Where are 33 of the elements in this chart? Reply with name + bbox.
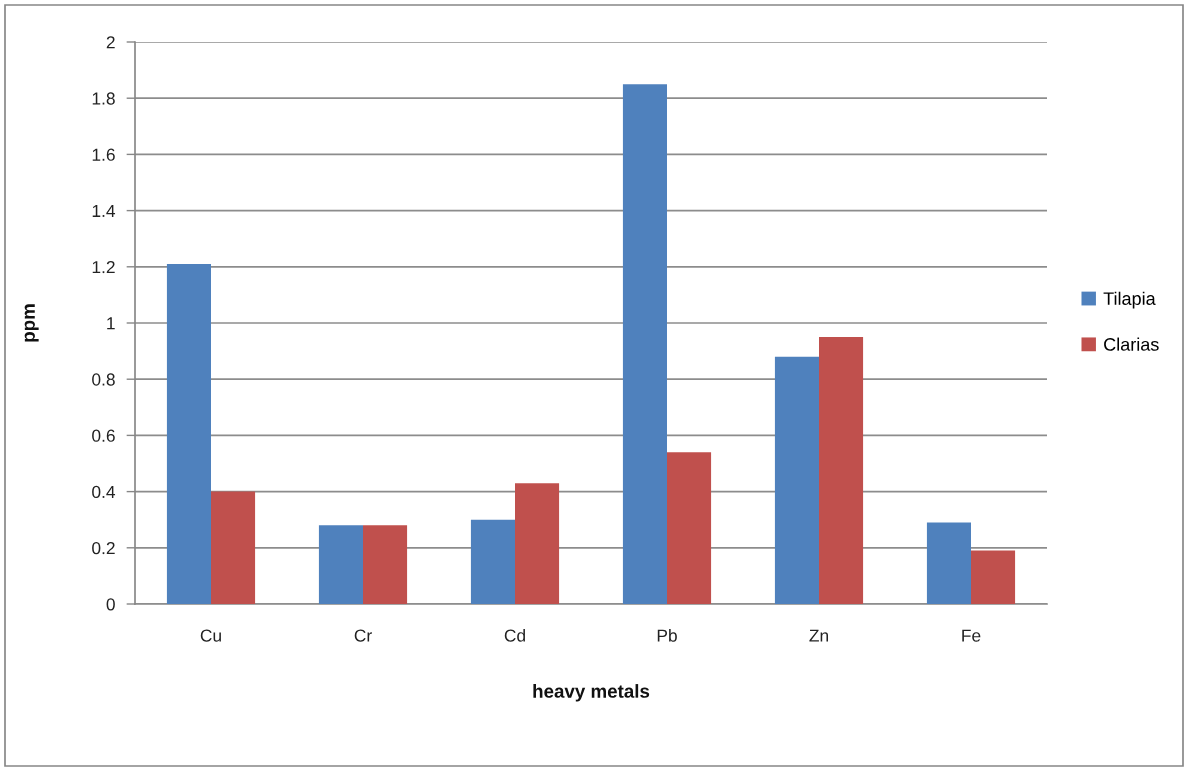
x-tick-label: Cu	[200, 629, 221, 642]
x-tick-label: Fe	[962, 629, 981, 642]
bar	[926, 522, 971, 604]
y-tick-label: 0.8	[92, 373, 115, 386]
x-tick-label: Cr	[354, 629, 372, 642]
bar	[363, 525, 408, 604]
bar	[211, 491, 256, 604]
y-tick-label: 1.4	[92, 204, 116, 217]
bar	[470, 519, 515, 604]
y-tick-label: 1.6	[92, 148, 115, 161]
bar	[819, 337, 864, 604]
bar	[971, 550, 1016, 604]
bar	[622, 84, 667, 604]
y-tick-label: 1.8	[92, 92, 115, 105]
x-axis-title: heavy metals	[533, 684, 650, 702]
x-tick-label: Cd	[504, 629, 525, 642]
y-tick-label: 1	[107, 317, 115, 330]
y-tick-label: 1.2	[92, 260, 115, 274]
legend-label: Clarias	[1104, 337, 1159, 351]
bar	[318, 525, 363, 604]
y-tick-label: 2	[106, 36, 115, 49]
legend-label: Tilapia	[1103, 291, 1156, 309]
y-tick-label: 0.6	[92, 429, 115, 442]
x-tick-label: Zn	[809, 629, 828, 642]
y-tick-label: 0.2	[92, 541, 115, 555]
y-tick-label: 0	[106, 598, 115, 611]
y-tick-label: 0.4	[92, 485, 116, 499]
bar	[515, 483, 560, 604]
y-axis-title: ppm	[24, 304, 39, 342]
bar	[667, 452, 712, 604]
bar	[774, 356, 819, 604]
x-tick-label: Pb	[657, 629, 677, 642]
bar	[166, 263, 211, 604]
